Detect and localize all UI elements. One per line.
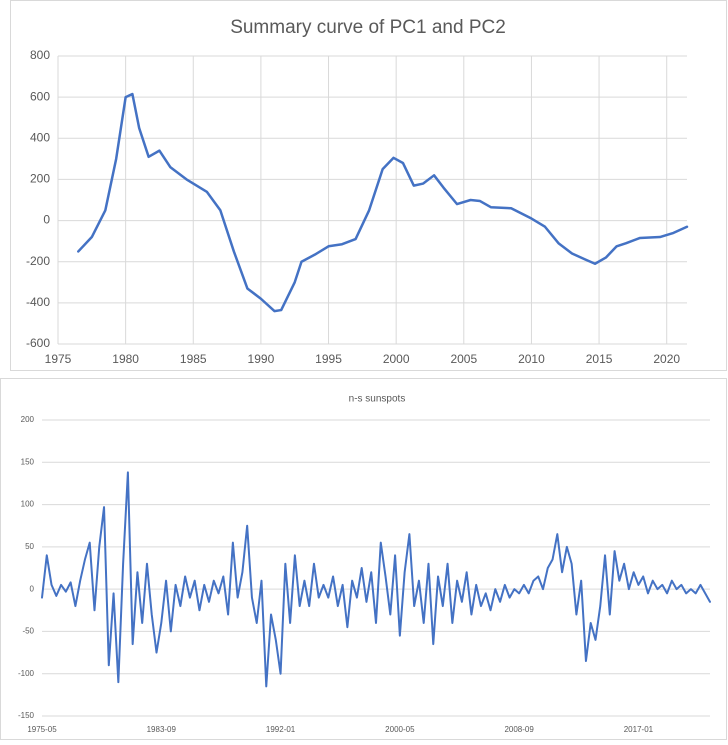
x-tick-label: 2010 xyxy=(518,352,545,366)
y-tick-label: -200 xyxy=(26,254,50,268)
data-line xyxy=(41,471,711,688)
data-line xyxy=(77,92,689,313)
chart-title: n-s sunspots xyxy=(349,394,406,405)
chart-frame xyxy=(0,378,727,740)
chart-frame xyxy=(10,0,727,371)
x-tick-label: 1983-09 xyxy=(147,725,177,734)
y-tick-label: 200 xyxy=(30,172,50,186)
x-tick-label: 2005 xyxy=(450,352,477,366)
y-tick-label: 0 xyxy=(30,584,35,593)
y-tick-label: 400 xyxy=(30,130,50,144)
y-tick-label: 800 xyxy=(30,48,50,62)
y-tick-label: -400 xyxy=(26,295,50,309)
x-tick-label: 1990 xyxy=(248,352,275,366)
y-tick-label: 50 xyxy=(25,542,34,551)
y-tick-label: 100 xyxy=(21,500,35,509)
y-tick-label: 0 xyxy=(43,213,50,227)
x-tick-label: 2015 xyxy=(586,352,613,366)
x-tick-label: 1975-05 xyxy=(27,725,57,734)
y-tick-label: -600 xyxy=(26,336,50,350)
x-tick-label: 1995 xyxy=(315,352,342,366)
y-tick-label: -150 xyxy=(18,711,35,720)
x-tick-label: 1980 xyxy=(112,352,139,366)
y-tick-label: 150 xyxy=(21,457,35,466)
x-tick-label: 1975 xyxy=(45,352,72,366)
x-tick-label: 1992-01 xyxy=(266,725,296,734)
x-tick-label: 2008-09 xyxy=(504,725,534,734)
chart-title: Summary curve of PC1 and PC2 xyxy=(230,17,506,38)
y-tick-label: 600 xyxy=(30,89,50,103)
x-tick-label: 2000-05 xyxy=(385,725,415,734)
y-tick-label: 200 xyxy=(21,415,35,424)
y-tick-label: -50 xyxy=(22,627,34,636)
x-tick-label: 2017-01 xyxy=(624,725,654,734)
x-tick-label: 2000 xyxy=(383,352,410,366)
x-tick-label: 2020 xyxy=(653,352,680,366)
y-tick-label: -100 xyxy=(18,669,35,678)
x-tick-label: 1985 xyxy=(180,352,207,366)
